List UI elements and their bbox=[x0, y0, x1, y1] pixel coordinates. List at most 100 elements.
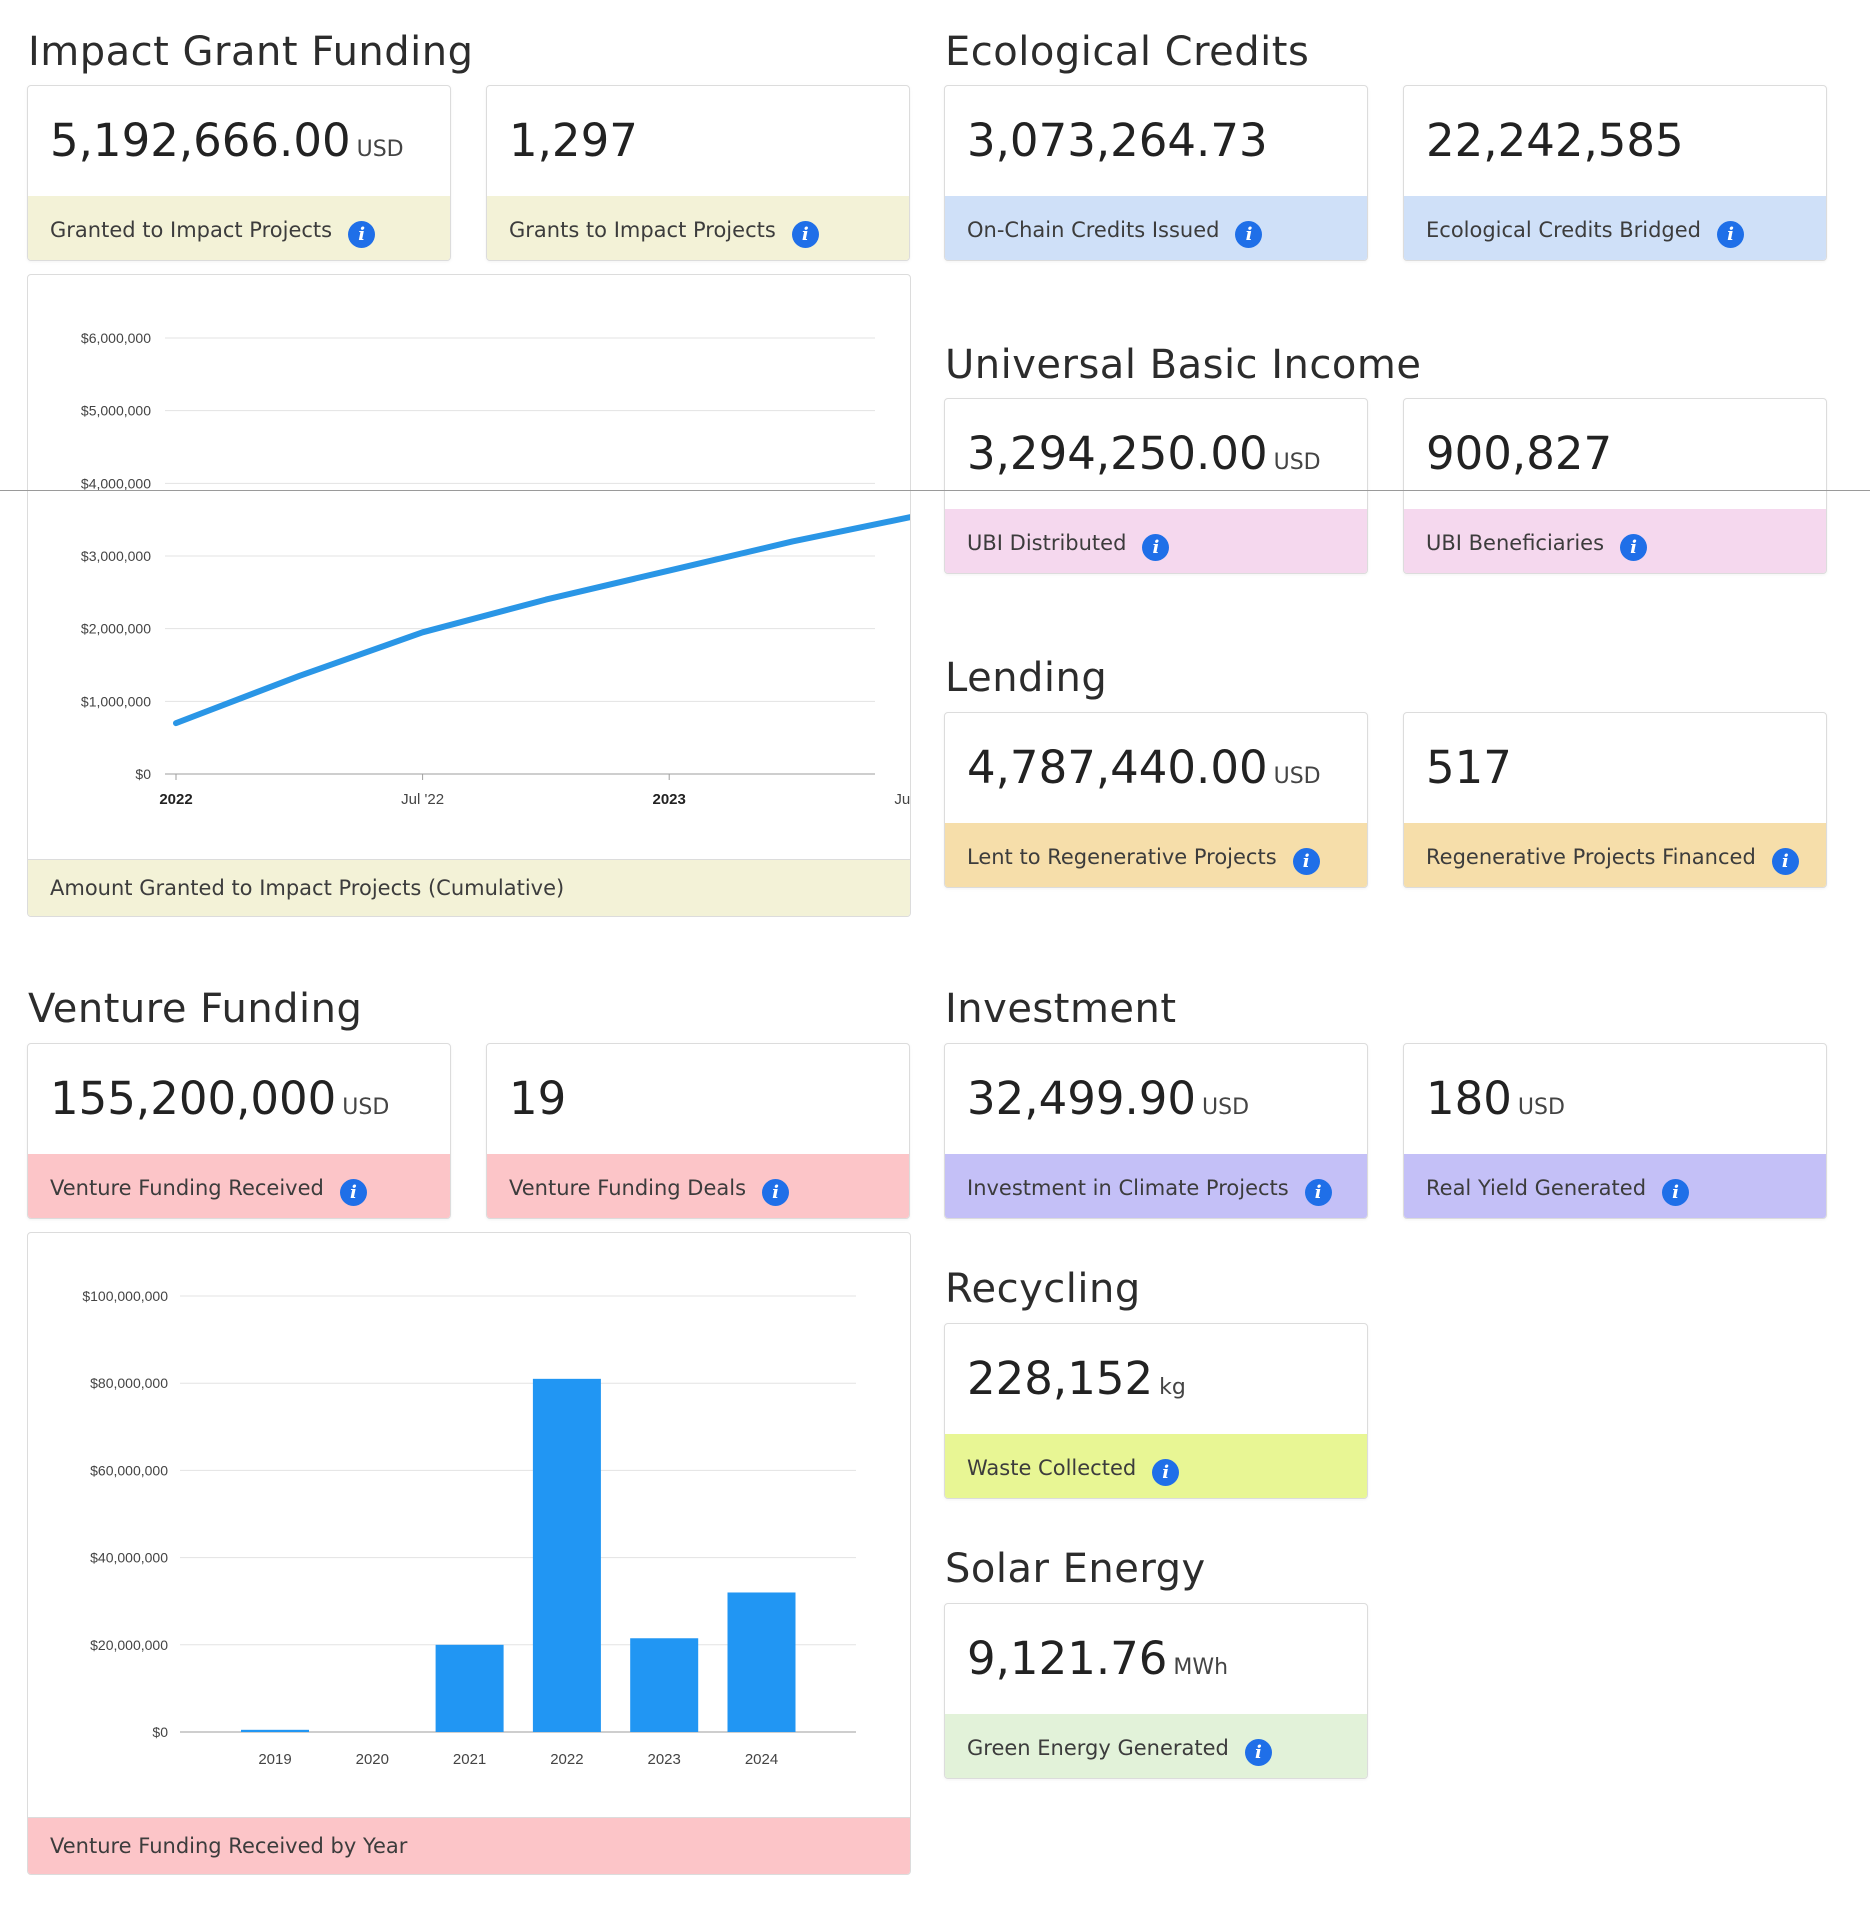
card-value: 19 bbox=[509, 1072, 567, 1125]
y-tick-label: $1,000,000 bbox=[81, 693, 151, 709]
card-label: On-Chain Credits Issued bbox=[967, 218, 1220, 242]
card-unit: USD bbox=[1517, 1095, 1565, 1120]
card-unit: kg bbox=[1159, 1375, 1186, 1400]
info-icon[interactable]: i bbox=[791, 221, 819, 248]
green-energy-card: 9,121.76 MWh Green Energy Generated i bbox=[944, 1603, 1368, 1779]
projects-financed-card: 517 Regenerative Projects Financed i bbox=[1403, 712, 1827, 888]
venture-bar-chart-card: $0 $20,000,000 $40,000,000 $60,000,000 $80,0… bbox=[27, 1232, 911, 1875]
x-tick-label: 2022 bbox=[550, 1751, 583, 1768]
x-tick-label: 2020 bbox=[356, 1751, 389, 1768]
venture-funding-bar-chart: $0 $20,000,000 $40,000,000 $60,000,000 $80,0… bbox=[82, 1288, 856, 1768]
info-icon[interactable]: i bbox=[1235, 221, 1263, 248]
card-value: 228,152 bbox=[967, 1352, 1154, 1405]
bar-2023 bbox=[630, 1638, 699, 1732]
card-value: 9,121.76 bbox=[967, 1632, 1168, 1685]
solar-energy-title: Solar Energy bbox=[945, 1546, 1206, 1592]
card-value: 4,787,440.00 bbox=[967, 741, 1268, 794]
y-tick-label: $40,000,000 bbox=[90, 1550, 168, 1566]
info-icon[interactable]: i bbox=[1717, 221, 1744, 248]
y-tick-label: $3,000,000 bbox=[81, 548, 151, 564]
y-tick-label: $0 bbox=[152, 1724, 168, 1740]
card-unit: MWh bbox=[1173, 1655, 1229, 1680]
lent-amount-card: 4,787,440.00 USD Lent to Regenerative Pro… bbox=[944, 712, 1368, 888]
page-divider-line bbox=[0, 490, 1870, 491]
info-icon[interactable]: i bbox=[1662, 1179, 1690, 1206]
info-icon[interactable]: i bbox=[348, 221, 376, 248]
card-label: UBI Beneficiaries bbox=[1426, 531, 1605, 555]
chart-caption: Amount Granted to Impact Projects (Cumul… bbox=[50, 876, 565, 900]
impact-grant-title: Impact Grant Funding bbox=[28, 29, 474, 75]
y-tick-label: $5,000,000 bbox=[81, 403, 151, 419]
grant-count-card: 1,297 Grants to Impact Projects i bbox=[486, 85, 910, 261]
card-label: Grants to Impact Projects bbox=[509, 218, 776, 242]
venture-deals-card: 19 Venture Funding Deals i bbox=[486, 1043, 910, 1219]
ubi-beneficiaries-card: 900,827 UBI Beneficiaries i bbox=[1403, 398, 1827, 574]
real-yield-card: 180 USD Real Yield Generated i bbox=[1403, 1043, 1827, 1219]
grant-line-chart-card: $0 $1,000,000 $2,000,000 $3,000,000 $4,000,0… bbox=[27, 274, 911, 917]
credits-bridged-card: 22,242,585 Ecological Credits Bridged i bbox=[1403, 85, 1827, 261]
card-value: 32,499.90 bbox=[967, 1072, 1197, 1125]
card-label: Venture Funding Deals bbox=[509, 1176, 747, 1200]
ecological-credits-title: Ecological Credits bbox=[945, 29, 1310, 75]
card-unit: USD bbox=[356, 137, 404, 162]
y-tick-label: $60,000,000 bbox=[90, 1462, 168, 1478]
card-label: Investment in Climate Projects bbox=[967, 1176, 1289, 1200]
investment-card: 32,499.90 USD Investment in Climate Proje… bbox=[944, 1043, 1368, 1219]
x-tick-label: 2022 bbox=[159, 791, 192, 808]
card-label: UBI Distributed bbox=[967, 531, 1127, 555]
ubi-distributed-card: 3,294,250.00 USD UBI Distributed i bbox=[944, 398, 1368, 574]
investment-title: Investment bbox=[945, 986, 1177, 1032]
info-icon[interactable]: i bbox=[1244, 1739, 1272, 1766]
card-value: 5,192,666.00 bbox=[50, 114, 351, 167]
card-value: 155,200,000 bbox=[50, 1072, 337, 1125]
card-unit: USD bbox=[342, 1095, 390, 1120]
info-icon[interactable]: i bbox=[1771, 848, 1799, 875]
info-icon[interactable]: i bbox=[339, 1179, 367, 1206]
info-icon[interactable]: i bbox=[1152, 1459, 1180, 1486]
x-tick-label: 2023 bbox=[653, 791, 686, 808]
lending-title: Lending bbox=[945, 655, 1108, 701]
cumulative-grant-line-chart: $0 $1,000,000 $2,000,000 $3,000,000 $4,000,0… bbox=[81, 330, 910, 808]
info-icon[interactable]: i bbox=[1620, 534, 1648, 561]
x-tick-label: 2024 bbox=[745, 1751, 778, 1768]
card-label: Granted to Impact Projects bbox=[50, 218, 333, 242]
recycling-title: Recycling bbox=[945, 1266, 1141, 1312]
card-label: Venture Funding Received bbox=[50, 1176, 324, 1200]
card-label: Real Yield Generated bbox=[1426, 1176, 1647, 1200]
waste-collected-card: 228,152 kg Waste Collected i bbox=[944, 1323, 1368, 1499]
chart-caption: Venture Funding Received by Year bbox=[50, 1834, 408, 1858]
card-value: 22,242,585 bbox=[1426, 114, 1684, 167]
card-value: 3,073,264.73 bbox=[967, 114, 1268, 167]
card-value: 180 bbox=[1426, 1072, 1512, 1125]
x-tick-label: 2021 bbox=[453, 1751, 486, 1768]
card-label: Lent to Regenerative Projects bbox=[967, 845, 1277, 869]
x-tick-label: 2019 bbox=[258, 1751, 291, 1768]
info-icon[interactable]: i bbox=[1292, 848, 1320, 875]
card-unit: USD bbox=[1202, 1095, 1250, 1120]
x-tick-label: 2023 bbox=[648, 1751, 681, 1768]
info-icon[interactable]: i bbox=[1304, 1179, 1332, 1206]
card-value: 1,297 bbox=[509, 114, 638, 167]
card-unit: USD bbox=[1273, 764, 1321, 789]
card-unit: USD bbox=[1273, 450, 1321, 475]
bar-2024 bbox=[727, 1592, 796, 1732]
card-label: Waste Collected bbox=[967, 1456, 1137, 1480]
bar-2022 bbox=[532, 1378, 601, 1732]
y-tick-label: $2,000,000 bbox=[81, 621, 151, 637]
card-value: 517 bbox=[1426, 741, 1512, 794]
bar-2021 bbox=[435, 1644, 504, 1732]
y-tick-label: $6,000,000 bbox=[81, 330, 151, 346]
y-tick-label: $100,000,000 bbox=[82, 1288, 168, 1304]
y-tick-label: $20,000,000 bbox=[90, 1637, 168, 1653]
credits-issued-card: 3,073,264.73 On-Chain Credits Issued i bbox=[944, 85, 1368, 261]
card-label: Regenerative Projects Financed bbox=[1426, 845, 1756, 869]
y-tick-label: $4,000,000 bbox=[81, 475, 151, 491]
x-tick-label: Jul '22 bbox=[401, 791, 444, 808]
card-label: Green Energy Generated bbox=[967, 1736, 1229, 1760]
info-icon[interactable]: i bbox=[762, 1179, 790, 1206]
y-tick-label: $80,000,000 bbox=[90, 1375, 168, 1391]
venture-received-card: 155,200,000 USD Venture Funding Received i bbox=[27, 1043, 451, 1219]
card-label: Ecological Credits Bridged bbox=[1426, 218, 1701, 242]
info-icon[interactable]: i bbox=[1142, 534, 1170, 561]
granted-amount-card: 5,192,666.00 USD Granted to Impact Projec… bbox=[27, 85, 451, 261]
